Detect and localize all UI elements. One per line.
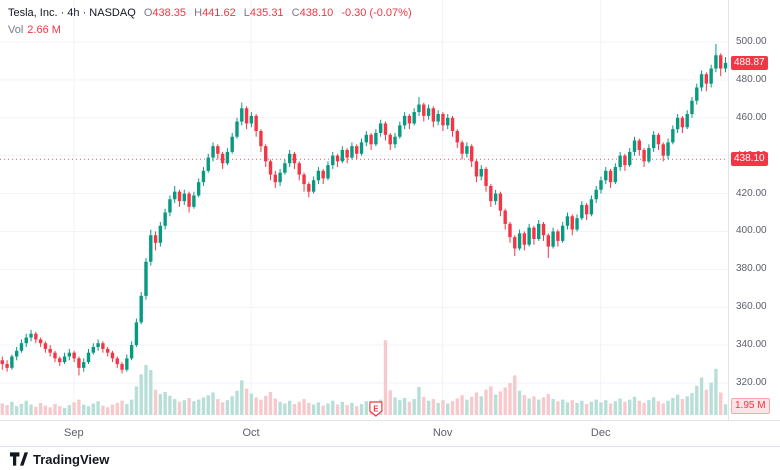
high-value: 441.62 xyxy=(202,7,236,19)
tradingview-logo-icon xyxy=(9,452,28,466)
symbol-row: Tesla, Inc. · 4h · NASDAQ O438.35 H441.6… xyxy=(8,6,412,21)
chart-legend: Tesla, Inc. · 4h · NASDAQ O438.35 H441.6… xyxy=(8,6,412,38)
low-label: L xyxy=(243,7,250,19)
last-price-badge: 488.87 xyxy=(731,56,768,71)
low-value: 435.31 xyxy=(249,7,284,19)
close-label: C xyxy=(291,7,300,19)
volume-bars xyxy=(0,340,728,415)
candles xyxy=(0,43,728,376)
volume-row: Vol 2.66 M xyxy=(8,23,412,38)
time-axis-month-label: Oct xyxy=(242,427,260,439)
close-value: 438.10 xyxy=(299,7,334,19)
price-tick-label: 400.00 xyxy=(736,225,767,237)
volume-label: Vol xyxy=(8,24,24,36)
time-axis-month-label: Sep xyxy=(64,427,84,439)
price-tick-label: 320.00 xyxy=(736,376,767,388)
price-tick-label: 360.00 xyxy=(736,301,767,313)
price-tick-label: 420.00 xyxy=(736,187,767,199)
earnings-marker-icon[interactable]: E xyxy=(369,401,383,417)
price-tick-label: 480.00 xyxy=(736,73,767,85)
time-axis[interactable]: Sep Oct Nov Dec xyxy=(0,420,780,447)
price-line-badge: 438.10 xyxy=(731,152,768,167)
brand-text: TradingView xyxy=(33,451,110,467)
price-tick-label: 500.00 xyxy=(736,36,767,47)
candlestick-chart[interactable]: E xyxy=(0,0,728,420)
svg-text:E: E xyxy=(373,405,379,414)
grid-lines xyxy=(0,0,728,420)
volume-value: 2.66 M xyxy=(27,24,61,36)
symbol-title[interactable]: Tesla, Inc. · 4h · NASDAQ xyxy=(8,7,136,19)
open-value: 438.35 xyxy=(152,7,187,19)
price-axis[interactable]: 500.00480.00460.00440.00420.00400.00380.… xyxy=(728,0,780,447)
price-tick-label: 380.00 xyxy=(736,263,767,275)
chart-plot-area[interactable]: E xyxy=(0,0,728,420)
price-tick-label: 340.00 xyxy=(736,339,767,351)
price-tick-label: 460.00 xyxy=(736,111,767,123)
change-value: -0.30 (-0.07%) xyxy=(341,7,412,19)
open-label: O xyxy=(143,7,153,19)
high-label: H xyxy=(194,7,203,19)
time-axis-month-label: Dec xyxy=(590,427,611,439)
time-axis-month-label: Nov xyxy=(432,427,453,439)
tradingview-branding[interactable]: TradingView xyxy=(9,451,109,467)
volume-badge: 1.95 M xyxy=(731,398,770,414)
